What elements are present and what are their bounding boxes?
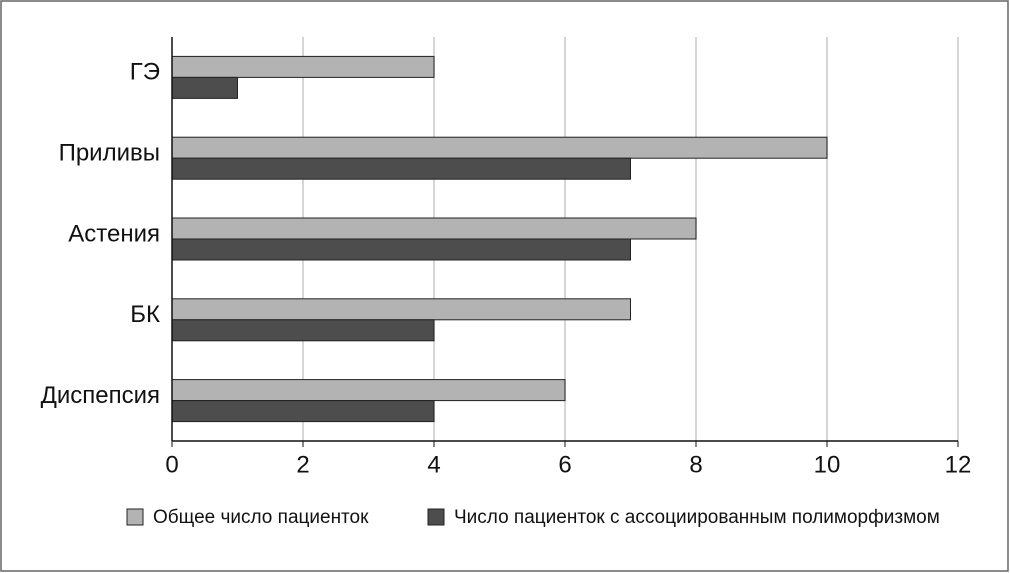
x-tick-label: 10 — [814, 451, 841, 478]
bar — [171, 136, 828, 159]
y-tick-label: Диспепсия — [41, 382, 160, 409]
y-tick-label: Астения — [68, 220, 160, 247]
bar — [171, 238, 631, 261]
x-tick-label: 12 — [945, 451, 972, 478]
x-tick-label: 4 — [427, 451, 440, 478]
bar — [171, 319, 435, 342]
bar — [171, 55, 435, 78]
bar — [171, 217, 697, 240]
legend-label: Число пациенток с ассоциированным полимо… — [454, 507, 940, 528]
bar — [171, 298, 631, 321]
legend-swatch — [427, 508, 445, 526]
bar — [171, 157, 631, 180]
legend-swatch — [126, 508, 144, 526]
bar — [171, 400, 435, 423]
x-tick-label: 8 — [689, 451, 702, 478]
bar — [171, 379, 566, 402]
x-tick-label: 2 — [296, 451, 309, 478]
y-tick-label: БК — [130, 301, 160, 328]
x-tick-label: 6 — [558, 451, 571, 478]
x-tick-label: 0 — [165, 451, 178, 478]
y-tick-label: Приливы — [59, 140, 160, 167]
y-tick-label: ГЭ — [130, 59, 160, 86]
bar — [171, 76, 238, 99]
legend-label: Общее число пациенток — [153, 507, 369, 528]
